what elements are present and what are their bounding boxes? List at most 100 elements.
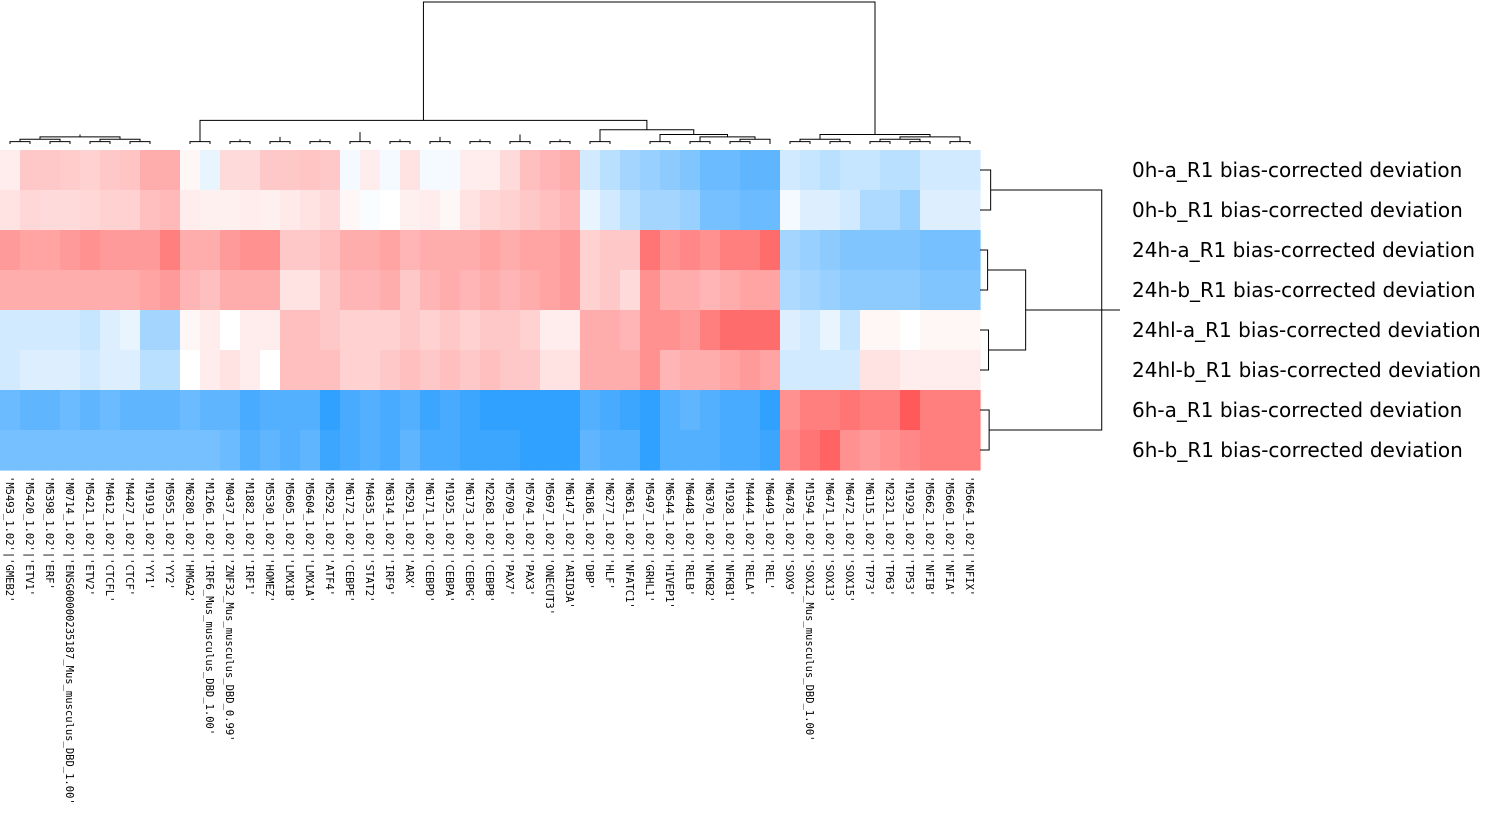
heatmap-cell xyxy=(160,270,181,311)
column-label: 'M6115_1.02'|'TP73' xyxy=(863,476,875,596)
heatmap-cell xyxy=(20,270,41,311)
heatmap-cell xyxy=(860,390,881,431)
heatmap-cell xyxy=(440,190,461,231)
heatmap-cell xyxy=(20,350,41,391)
column-label: 'M6361_1.02'|'NFATC1' xyxy=(623,476,635,609)
heatmap-cell xyxy=(400,430,421,471)
heatmap-cell xyxy=(540,390,561,431)
heatmap-cell xyxy=(940,270,961,311)
heatmap-cell xyxy=(900,150,921,191)
heatmap-cell xyxy=(460,230,481,271)
heatmap-cell xyxy=(160,230,181,271)
heatmap-cell xyxy=(300,430,321,471)
row-label: 24h-a_R1 bias-corrected deviation xyxy=(1132,238,1475,262)
heatmap-cell xyxy=(220,150,241,191)
heatmap-cell xyxy=(160,310,181,351)
heatmap-cell xyxy=(420,430,441,471)
heatmap-cell xyxy=(880,350,901,391)
heatmap-cell xyxy=(260,390,281,431)
heatmap-cell xyxy=(820,150,841,191)
dendrogram-link xyxy=(49,141,71,144)
heatmap-cell xyxy=(920,350,941,391)
dendrogram-link xyxy=(589,141,611,144)
heatmap-cell xyxy=(60,150,81,191)
heatmap-cell xyxy=(700,150,721,191)
heatmap-cell xyxy=(520,310,541,351)
heatmap-cell xyxy=(380,310,401,351)
heatmap-cell xyxy=(660,230,681,271)
heatmap-cell xyxy=(720,230,741,271)
heatmap-cell xyxy=(420,270,441,311)
heatmap-cell xyxy=(740,190,761,231)
heatmap-cell xyxy=(220,390,241,431)
dendrogram-link xyxy=(987,269,1027,351)
heatmap-cell xyxy=(500,270,521,311)
heatmap-cell xyxy=(540,350,561,391)
heatmap-cell xyxy=(780,430,801,471)
heatmap-cell xyxy=(700,310,721,351)
heatmap-cell xyxy=(20,430,41,471)
heatmap-cell xyxy=(620,150,641,191)
heatmap-cell xyxy=(480,390,501,431)
heatmap-cell xyxy=(960,270,981,311)
heatmap-cell xyxy=(40,230,61,271)
column-label: 'M5291_1.02'|'ARX' xyxy=(403,476,415,590)
heatmap-cell xyxy=(860,230,881,271)
heatmap-cell xyxy=(380,270,401,311)
heatmap-cell xyxy=(480,310,501,351)
heatmap-cell xyxy=(900,270,921,311)
heatmap-cell xyxy=(680,430,701,471)
heatmap-cell xyxy=(580,150,601,191)
heatmap-cell xyxy=(500,350,521,391)
heatmap-cell xyxy=(200,350,221,391)
heatmap-cell xyxy=(800,230,821,271)
heatmap-cell xyxy=(840,430,861,471)
heatmap-cell xyxy=(480,350,501,391)
heatmap-cell xyxy=(180,310,201,351)
heatmap-cell xyxy=(140,270,161,311)
dendrogram-link xyxy=(980,409,990,451)
column-label: 'M5662_1.02'|'NFIB' xyxy=(923,476,935,596)
heatmap-cell xyxy=(460,430,481,471)
heatmap-cell xyxy=(920,310,941,351)
heatmap-cell xyxy=(920,430,941,471)
dendrogram-link xyxy=(89,141,111,144)
dendrogram-link xyxy=(909,141,931,144)
heatmap-cell xyxy=(440,150,461,191)
heatmap-cell xyxy=(800,350,821,391)
heatmap-cell xyxy=(200,230,221,271)
heatmap-cell xyxy=(180,390,201,431)
column-label: 'M6147_1.02'|'ARID3A' xyxy=(563,476,575,609)
dendrogram-link xyxy=(9,141,31,144)
heatmap-cell xyxy=(580,390,601,431)
column-label: 'M6370_1.02'|'NFKB2' xyxy=(703,476,715,602)
heatmap-cell xyxy=(940,230,961,271)
heatmap-cell xyxy=(220,270,241,311)
heatmap-cell xyxy=(40,150,61,191)
column-label: 'M2321_1.02'|'TP63' xyxy=(883,476,895,596)
heatmap-cell xyxy=(840,190,861,231)
column-label: 'M5398_1.02'|'ERF' xyxy=(43,476,55,590)
heatmap-cell xyxy=(100,150,121,191)
heatmap-cell xyxy=(160,390,181,431)
heatmap-cell xyxy=(420,390,441,431)
heatmap-cell xyxy=(720,390,741,431)
heatmap-cell xyxy=(340,150,361,191)
heatmap-cell xyxy=(660,430,681,471)
heatmap-cell xyxy=(80,310,101,351)
dendrogram-link xyxy=(980,249,989,291)
heatmap-cell xyxy=(800,430,821,471)
heatmap-cell xyxy=(580,230,601,271)
heatmap-cell xyxy=(20,310,41,351)
heatmap-cell xyxy=(560,430,581,471)
heatmap-cell xyxy=(320,350,341,391)
column-label: 'M4635_1.02'|'STAT2' xyxy=(363,476,375,602)
heatmap-cell xyxy=(220,190,241,231)
heatmap-cell xyxy=(560,350,581,391)
heatmap-cell xyxy=(500,150,521,191)
heatmap-cell xyxy=(640,310,661,351)
heatmap-cell xyxy=(60,310,81,351)
heatmap-cell xyxy=(180,350,201,391)
heatmap-cell xyxy=(140,230,161,271)
heatmap-cell xyxy=(120,310,141,351)
